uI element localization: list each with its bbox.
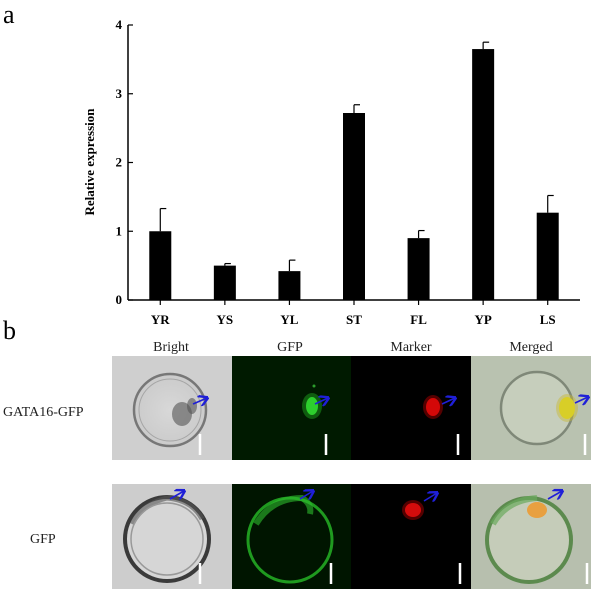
micrograph-merged-gata16 <box>471 356 591 460</box>
x-tick-label: YS <box>217 312 234 327</box>
row-label-gfp: GFP <box>30 532 56 547</box>
arrow-icon <box>192 398 207 404</box>
x-tick-label: YP <box>474 312 491 327</box>
micrograph-marker-gata16 <box>351 356 471 460</box>
column-header-bright: Bright <box>153 340 189 355</box>
arrow-icon <box>169 491 184 499</box>
bar-ls <box>536 212 559 300</box>
x-tick-label: ST <box>346 312 362 327</box>
bar-chart: 0 1 2 3 4 YR YS YL ST FL YP LS Relative expression <box>82 17 580 327</box>
bar-fl <box>407 238 430 300</box>
arrow-icon <box>574 397 588 403</box>
y-tick-label: 0 <box>116 292 123 307</box>
arrow-icon <box>423 493 437 501</box>
panel-a-label: a <box>3 0 15 29</box>
micrograph-bright-gata16 <box>112 356 232 460</box>
panel-b-label: b <box>3 316 16 345</box>
y-tick-label: 4 <box>116 17 123 32</box>
y-tick-label: 1 <box>116 223 123 238</box>
column-header-gfp: GFP <box>277 340 303 355</box>
micrograph-merged-gfp <box>471 484 591 589</box>
bar-st <box>343 113 365 300</box>
x-tick-label: FL <box>410 312 427 327</box>
column-header-marker: Marker <box>390 340 432 355</box>
arrow-icon <box>547 491 562 499</box>
arrow-icon <box>441 398 455 404</box>
bar-yl <box>278 271 301 300</box>
micrograph-marker-gfp <box>351 484 471 589</box>
y-tick-label: 3 <box>116 86 123 101</box>
x-tick-label: LS <box>540 312 556 327</box>
bar-ys <box>213 265 236 300</box>
bar-yr <box>149 231 172 300</box>
micrograph-bright-gfp <box>112 484 232 589</box>
x-tick-label: YR <box>151 312 170 327</box>
y-tick-label: 2 <box>116 155 123 170</box>
x-tick-label: YL <box>280 312 298 327</box>
row-label-gata16-gfp: GATA16-GFP <box>3 405 84 420</box>
micrograph-gfp-gata16 <box>232 356 351 460</box>
y-axis-label: Relative expression <box>82 108 97 216</box>
arrow-icon <box>299 491 313 499</box>
bar-yp <box>472 49 495 300</box>
arrow-icon <box>314 398 328 404</box>
column-header-merged: Merged <box>509 340 553 355</box>
